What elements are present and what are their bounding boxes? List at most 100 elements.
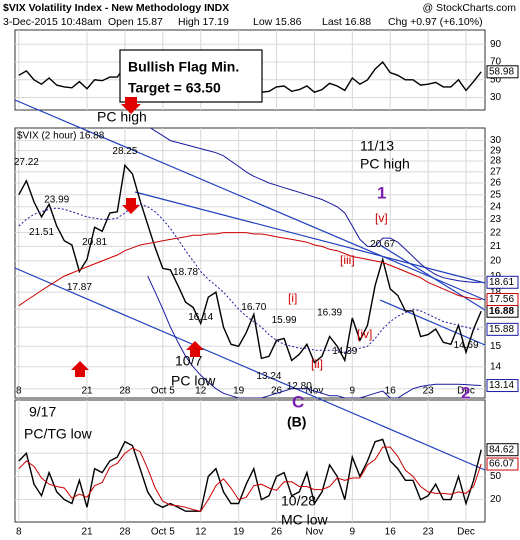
y-tick-label: 24 (490, 201, 502, 212)
series-line (18, 438, 482, 512)
annotation: PC low (171, 373, 216, 389)
data-layer: 58.98 16.88 $VIX (2 hour) 16.88 17.56 15.88 1… (14, 60, 519, 512)
header-change: Chg +0.97 (+6.10%) (388, 16, 483, 28)
x-tick-label: Dec (457, 527, 475, 538)
arrow-down (122, 198, 140, 214)
last-value-label: 84.62 (489, 444, 514, 455)
data-label: 17.87 (67, 282, 92, 293)
x-tick-label: Dec (457, 386, 475, 397)
annotation: [iii] (340, 253, 355, 267)
series-line (149, 128, 482, 283)
x-tick-label: 21 (81, 527, 93, 538)
last-value-label: 15.88 (489, 324, 514, 335)
last-value-box (486, 275, 519, 289)
annotation: [ii] (311, 357, 323, 371)
series-line (18, 446, 482, 512)
header-date: 3-Dec-2015 10:48am (3, 16, 102, 28)
annotation: Target = 63.50 (128, 80, 221, 96)
x-tick-label: 19 (233, 527, 245, 538)
x-tick-label: 12 (195, 527, 207, 538)
arrow-down (121, 97, 141, 114)
x-tick-label: 12 (195, 386, 207, 397)
series-line (18, 163, 482, 364)
y-tick-label: 20 (490, 494, 502, 505)
trend-line (379, 244, 486, 311)
x-tick-label: 28 (119, 527, 131, 538)
y-tick-label: 23 (490, 214, 502, 225)
data-label: 16.39 (317, 308, 342, 319)
last-value-label: 17.56 (489, 294, 514, 305)
last-value-label: 18.61 (489, 277, 514, 288)
x-tick-label: 21 (81, 386, 93, 397)
annotation: PC high (97, 109, 147, 125)
y-tick-label: 14 (490, 361, 502, 372)
annotation: [iv] (357, 327, 372, 341)
y-tick-label: 20 (490, 256, 502, 267)
arrow-up (71, 361, 89, 377)
last-value-box (486, 65, 519, 79)
annotation: (B) (287, 414, 306, 430)
y-tick-label: 18 (490, 287, 502, 298)
y-tick-label: 70 (490, 57, 502, 68)
arrow-up (186, 341, 204, 357)
trend-lines (14, 99, 486, 471)
series-group (18, 128, 482, 398)
y-tick-label: 21 (490, 241, 502, 252)
annotation: MC low (281, 512, 329, 528)
last-value-box (486, 379, 519, 393)
series-line (18, 203, 482, 353)
data-label: 18.78 (173, 267, 198, 278)
annotation: C (292, 392, 304, 411)
data-label: 13.24 (256, 371, 281, 382)
last-value-label: 66.07 (489, 459, 514, 470)
header-high: High 17.19 (178, 16, 229, 28)
x-tick-label: 9 (350, 527, 356, 538)
last-value-label: 16.88 (489, 306, 514, 317)
data-label: 14.69 (454, 340, 479, 351)
last-value-label: 13.14 (489, 380, 514, 391)
x-tick-label: Oct 5 (151, 386, 175, 397)
x-tick-label: 8 (16, 527, 22, 538)
last-value-box (486, 443, 519, 457)
y-tick-label: 27 (490, 166, 502, 177)
annotation: PC/TG low (24, 426, 93, 442)
x-tick-label: 26 (271, 386, 283, 397)
header-low: Low 15.86 (253, 16, 302, 28)
annotation-box (119, 49, 263, 103)
series-line (18, 232, 482, 307)
header-open: Open 15.87 (108, 16, 163, 28)
last-value-box (486, 293, 519, 307)
x-tick-label: 9 (350, 386, 356, 397)
data-label: 20.81 (82, 237, 107, 248)
data-label: 28.25 (112, 146, 137, 157)
data-label: 16.70 (241, 302, 266, 313)
series-line (147, 275, 482, 398)
y-tick-label: 30 (490, 135, 502, 146)
legend-entry: $VIX (2 hour) 16.88 (17, 131, 105, 142)
data-label: 27.22 (14, 157, 39, 168)
annotation: 9/17 (29, 404, 56, 420)
annotation: 10/28 (281, 493, 316, 509)
header-title: $VIX Volatility Index - New Methodology … (3, 2, 229, 14)
y-tick-label: 30 (490, 92, 502, 103)
header-source: @ StockCharts.com (422, 2, 516, 14)
data-label: 14.39 (332, 346, 357, 357)
annotation: 2 (461, 383, 470, 402)
series-group (18, 438, 482, 512)
data-label: 20.67 (370, 239, 395, 250)
x-tick-label: 28 (119, 386, 131, 397)
data-label: 21.51 (29, 227, 54, 238)
data-label: 12.80 (287, 381, 312, 392)
annotation: [i] (288, 291, 297, 305)
panel-frame (14, 29, 486, 111)
y-tick-label: 29 (490, 145, 502, 156)
annotation: Bullish Flag Min. (128, 59, 239, 75)
y-tick-label: 15 (490, 341, 502, 352)
y-tick-label: 22 (490, 227, 502, 238)
annotation: 1 (377, 183, 386, 202)
y-tick-label: 28 (490, 156, 502, 167)
last-value-box (486, 322, 519, 336)
x-tick-label: 23 (423, 527, 435, 538)
y-tick-label: 50 (490, 471, 502, 482)
x-tick-label: 16 (385, 386, 397, 397)
